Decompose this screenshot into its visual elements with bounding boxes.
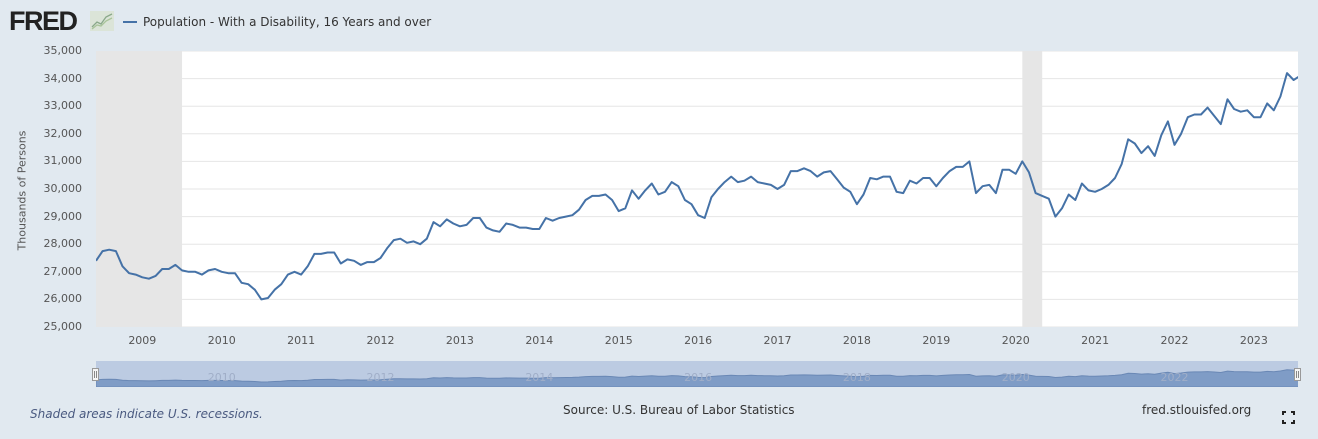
x-tick-label: 2011 [287,334,316,347]
x-tick-label: 2014 [525,334,554,347]
navigator-series: 2010 2012 2014 2016 2018 2020 2022 [96,369,1298,387]
x-tick-label: 2017 [763,334,792,347]
plot-area[interactable] [96,51,1298,327]
fullscreen-icon[interactable] [1282,409,1295,424]
chart-header: FRED Population - With a Disability, 16 … [0,0,1318,44]
source-text: Source: U.S. Bureau of Labor Statistics [563,403,795,417]
x-tick-label: 2021 [1081,334,1110,347]
fred-chart-icon [90,11,114,31]
legend-line-icon [123,21,137,23]
x-tick-label: 2013 [445,334,474,347]
y-tick-label: 29,000 [43,209,83,223]
y-tick-label: 25,000 [43,320,83,333]
series-line[interactable] [96,72,1298,301]
y-tick-label: 27,000 [43,264,83,278]
svg-text:2022: 2022 [1161,371,1189,384]
x-tick-label: 2019 [922,334,951,347]
y-tick-label: 30,000 [43,182,83,195]
y-tick-label: 31,000 [43,154,83,168]
y-tick-label: 28,000 [43,237,83,251]
legend-label: Population - With a Disability, 16 Years… [143,15,432,29]
y-tick-label: 33,000 [43,99,83,113]
line-chart [96,51,1298,327]
svg-text:2012: 2012 [367,371,395,384]
recession-note: Shaded areas indicate U.S. recessions. [30,407,263,421]
navigator-right-handle[interactable] [1294,368,1301,381]
svg-text:2014: 2014 [525,371,553,384]
fred-logo[interactable]: FRED [9,6,78,36]
x-tick-label: 2010 [207,334,236,347]
y-tick-label: 34,000 [43,71,83,85]
y-tick-label: 35,000 [43,44,83,57]
site-link[interactable]: fred.stlouisfed.org [1142,403,1252,417]
y-tick-label: 26,000 [43,292,83,306]
x-tick-label: 2009 [128,334,157,347]
x-tick-label: 2016 [684,334,713,347]
legend-item[interactable]: Population - With a Disability, 16 Years… [123,13,431,31]
x-tick-label: 2023 [1239,334,1268,347]
svg-text:2016: 2016 [684,371,712,384]
svg-text:2020: 2020 [1002,371,1030,384]
x-tick-label: 2015 [604,334,633,347]
x-tick-label: 2020 [1001,334,1030,347]
navigator-left-handle[interactable] [92,368,99,381]
x-tick-label: 2012 [366,334,395,347]
svg-text:2010: 2010 [208,371,236,384]
y-tick-label: 32,000 [43,126,83,140]
svg-text:2018: 2018 [843,371,871,384]
x-tick-label: 2022 [1160,334,1189,347]
x-tick-label: 2018 [842,334,871,347]
range-navigator[interactable]: 2010 2012 2014 2016 2018 2020 2022 [96,361,1298,387]
